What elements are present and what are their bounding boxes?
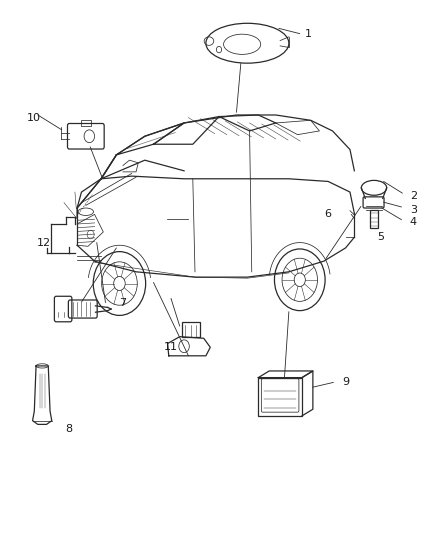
Text: 6: 6 (325, 209, 332, 220)
Bar (370, 210, 378, 228)
Bar (258, 377, 302, 416)
Text: 4: 4 (410, 217, 417, 228)
Text: 11: 11 (164, 342, 178, 352)
Text: 1: 1 (305, 29, 312, 39)
Text: 8: 8 (65, 424, 72, 434)
Text: 3: 3 (410, 205, 417, 215)
Text: 9: 9 (342, 377, 349, 387)
Bar (182, 322, 200, 337)
Text: 5: 5 (377, 232, 384, 243)
Bar (81, 120, 91, 126)
Text: 2: 2 (410, 191, 417, 201)
Text: 12: 12 (36, 238, 50, 247)
Text: 7: 7 (120, 297, 127, 308)
Text: 10: 10 (26, 112, 40, 123)
